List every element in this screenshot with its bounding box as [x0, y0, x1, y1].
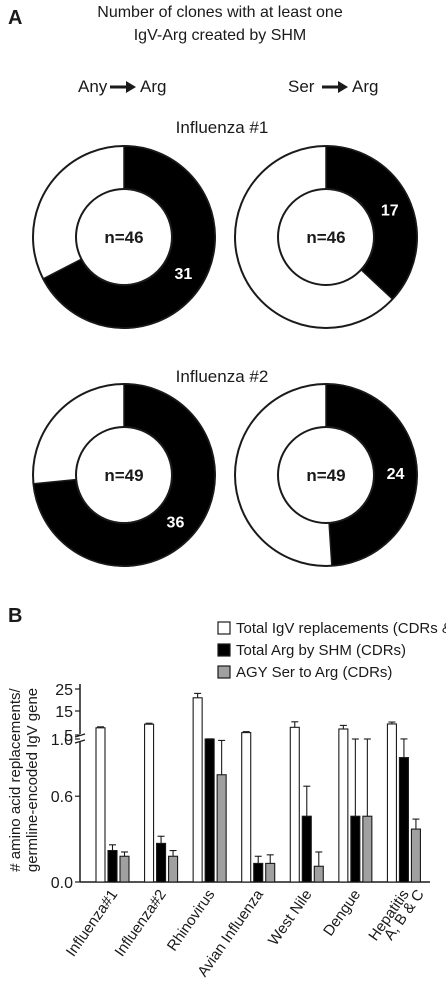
bar	[386, 723, 397, 883]
bar	[350, 815, 361, 883]
y-axis-label-line1: # amino acid replacements/	[7, 687, 24, 871]
y-axis-label-line2: germline-encoded IgV gene	[24, 688, 41, 872]
bar	[192, 697, 203, 883]
legend-swatch	[217, 643, 231, 657]
legend-swatch	[217, 665, 231, 679]
bar	[107, 849, 118, 883]
y-tick-label: 0.6	[51, 789, 73, 806]
donut-chart-2: n=46 17	[234, 145, 418, 329]
bar	[410, 828, 421, 883]
bar	[241, 732, 252, 883]
column-left-source: Any	[78, 77, 108, 96]
donut-value-label: 36	[167, 515, 185, 532]
legend-swatch	[217, 621, 231, 635]
donut-value-label: 24	[387, 466, 405, 483]
bar	[119, 855, 130, 883]
legend-label: AGY Ser to Arg (CDRs)	[236, 664, 392, 681]
bar	[362, 815, 373, 883]
bar	[168, 855, 179, 883]
donut-group-1-title: Influenza #1	[176, 118, 269, 137]
donut-center-label: n=49	[306, 466, 345, 485]
donut-chart-1: n=46 31	[32, 145, 216, 329]
donut-hole	[277, 426, 375, 524]
bar	[204, 738, 215, 883]
y-tick-label: 1.0	[51, 732, 73, 749]
donut-chart-3: n=49 36	[32, 383, 216, 567]
panel-a-letter: A	[8, 7, 22, 29]
bar	[95, 727, 106, 883]
y-tick-label: 25	[55, 682, 73, 699]
bar	[144, 723, 155, 883]
y-tick-label: 0.0	[51, 875, 73, 892]
donut-hole	[277, 188, 375, 286]
legend-label: Total Arg by SHM (CDRs)	[236, 642, 406, 659]
bar	[338, 728, 349, 883]
x-tick-label: Dengue	[320, 887, 364, 940]
donut-center-label: n=46	[306, 228, 345, 247]
bar	[265, 862, 276, 883]
column-left-target: Arg	[140, 77, 166, 96]
donut-center-label: n=46	[104, 228, 143, 247]
chart-legend: Total IgV replacements (CDRs & FRs) Total…	[217, 620, 446, 681]
donut-center-label: n=49	[104, 466, 143, 485]
x-tick-label: Rhinovirus	[164, 887, 219, 955]
column-right-target: Arg	[352, 77, 378, 96]
bar	[398, 757, 409, 883]
donut-value-label: 17	[381, 202, 399, 219]
donut-group-2-title: Influenza #2	[176, 367, 269, 386]
x-tick-label: West Nile	[265, 887, 316, 949]
column-right-source: Ser	[288, 77, 315, 96]
legend-label: Total IgV replacements (CDRs & FRs)	[236, 620, 446, 637]
donut-chart-4: n=49 24	[234, 383, 418, 567]
bar	[156, 842, 167, 883]
arrow-right-icon-head	[338, 81, 348, 93]
panel-b-letter: B	[8, 605, 22, 627]
bar	[253, 862, 264, 883]
y-tick-label: 5	[64, 728, 73, 745]
donut-hole	[75, 426, 173, 524]
bar	[216, 774, 227, 883]
donut-hole	[75, 188, 173, 286]
axis-break-mark	[74, 739, 86, 744]
bar-chart: 0.0 0.6 1.05 15 25 # amino acid replacements/…	[7, 682, 430, 980]
bar	[289, 726, 300, 883]
y-tick-label: 15	[55, 704, 73, 721]
panel-a-title-line1: Number of clones with at least one	[97, 4, 343, 21]
donut-charts: n=46 31 n=46 17 n=49 36 n=49 24	[32, 145, 418, 567]
bar	[301, 815, 312, 883]
arrow-right-icon-head	[126, 81, 136, 93]
panel-a-title-line2: IgV-Arg created by SHM	[134, 27, 307, 44]
bar	[313, 865, 324, 883]
donut-value-label: 31	[174, 266, 192, 283]
